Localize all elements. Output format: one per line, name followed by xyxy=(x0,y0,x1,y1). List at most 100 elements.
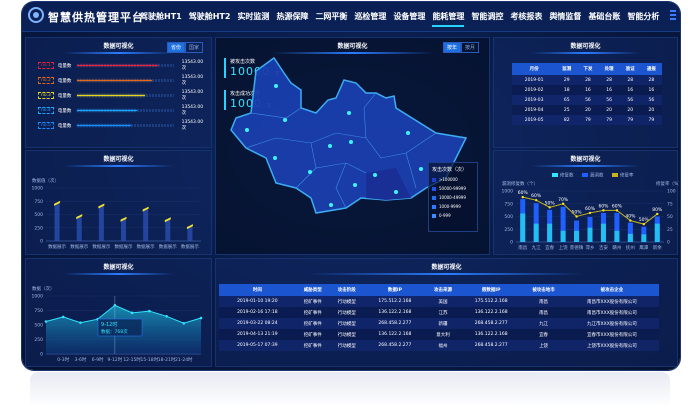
panel-title: 数据可视化 xyxy=(216,262,677,275)
data-point xyxy=(182,321,186,325)
table-cell: 28 xyxy=(619,75,641,85)
x-tick-label: 新余 xyxy=(653,244,662,251)
legend-label: 10000-49999 xyxy=(439,195,466,200)
ranking-panel: 数据可视化 省份 国家 no.1 电量数 13543.00 次 no.2 电量数 1354… xyxy=(25,37,212,148)
x-tick-label: 赣州 xyxy=(612,244,621,251)
bar xyxy=(54,202,60,241)
y-tick-label: 1000 xyxy=(32,294,44,300)
rate-point xyxy=(521,195,524,199)
legend-item: 1000-9999 xyxy=(432,204,474,209)
table-cell: 宜春市XXX股份有限公司 xyxy=(564,329,659,340)
y-tick-label: 500 xyxy=(504,214,513,220)
rank-progress-bar xyxy=(77,109,174,112)
x-tick-label: 上饶 xyxy=(559,244,568,251)
region-map[interactable] xyxy=(216,38,491,256)
table-cell: 上饶市XXX股份有限公司 xyxy=(564,340,659,351)
tab-province[interactable]: 省份 xyxy=(166,42,185,53)
nav-item[interactable]: 巡检管理 xyxy=(354,12,387,21)
attack-table-panel: 数据可视化 时间 威胁类型 攻击阶段 数据IP 攻击来源 假数据IP 被攻击地市 被攻击企业 2… xyxy=(215,258,678,367)
panel-title: 数据可视化 xyxy=(26,262,211,275)
table-header-cell: 下发 xyxy=(577,63,599,75)
table-row[interactable]: 2019-03-22 08:24 挖矿事件 行动模型 268.458.2.277 新疆 2… xyxy=(219,318,659,329)
nav-item[interactable]: 驾驶舱HT1 xyxy=(140,12,182,21)
rank-progress-bar xyxy=(77,124,174,127)
table-header-cell: 攻击阶段 xyxy=(329,284,364,296)
table-row[interactable]: 2019-05 82 79 79 79 79 xyxy=(512,115,662,125)
rank-number: no.3 xyxy=(38,92,54,99)
tab-by-year[interactable]: 按年 xyxy=(442,42,461,53)
x-tick-label: 0-3时 xyxy=(57,356,69,363)
table-cell: 56 xyxy=(577,95,599,105)
rate-point xyxy=(575,215,578,218)
nav-item[interactable]: 舆情监督 xyxy=(549,12,582,21)
nav-item[interactable]: 考核报表 xyxy=(510,12,543,21)
nav-item[interactable]: 设备管理 xyxy=(393,12,426,21)
table-cell: 268.458.2.277 xyxy=(363,318,427,329)
tab-by-month[interactable]: 按月 xyxy=(460,42,479,53)
table-cell: 175.512.2.168 xyxy=(363,296,427,307)
x-tick-label: 6-9时 xyxy=(92,356,104,363)
table-cell: 28 xyxy=(640,75,662,85)
table-cell: 福州 xyxy=(426,340,461,351)
y-axis-label: 漏洞修复数（个） xyxy=(502,180,538,187)
bar xyxy=(187,226,193,241)
table-row[interactable]: 2019-01 29 28 28 28 28 xyxy=(512,75,662,85)
table-cell: 20 xyxy=(619,105,641,115)
table-row[interactable]: 2019-02 18 16 16 16 16 xyxy=(512,85,662,95)
table-row[interactable]: 2019-04-13 21:19 挖矿事件 行动模型 136.122.2.168 意大利… xyxy=(219,329,659,340)
rank-progress-bar xyxy=(77,64,174,67)
combo-chart: 漏洞修复数（个） 0 250 500 750 1000 修复率（%） 0 25 50 75 100 修复… xyxy=(502,172,679,252)
table-cell: 56 xyxy=(598,95,620,105)
y-tick-label-right: 0 xyxy=(667,240,670,246)
nav-item[interactable]: 能耗管理 xyxy=(432,11,465,27)
nav-item[interactable]: 实时监测 xyxy=(237,12,270,21)
legend-label: 修复率 xyxy=(620,172,634,179)
table-cell: 2019-04-13 21:19 xyxy=(219,329,296,340)
data-point xyxy=(44,320,48,323)
top-nav: 驾驶舱HT1 驾驶舱HT2 实时监测 热源保障 二网平衡 巡检管理 设备管理 能耗管理 智能调控… xyxy=(140,11,659,27)
nav-item[interactable]: 热源保障 xyxy=(276,12,309,21)
data-label: 50% xyxy=(639,217,650,223)
panel-title: 数据可视化 xyxy=(26,41,211,54)
table-row[interactable]: 2019-03 65 56 56 56 56 xyxy=(512,95,662,105)
area-line xyxy=(45,304,202,324)
y-tick-label: 750 xyxy=(504,201,513,207)
table-row[interactable]: 2019-02-16 17:18 挖矿事件 行动模型 136.122.2.168 江苏 1… xyxy=(219,307,659,318)
nav-item[interactable]: 二网平衡 xyxy=(315,12,348,21)
nav-item[interactable]: 智能分析 xyxy=(627,12,660,21)
rank-name: 电量数 xyxy=(57,63,72,69)
x-tick-label: 数据展示 xyxy=(48,243,66,250)
table-row[interactable]: 2019-01-10 19:20 挖矿事件 行动模型 175.512.2.168 美国 1… xyxy=(219,296,659,307)
table-cell: 行动模型 xyxy=(329,318,364,329)
data-label: 60% xyxy=(585,206,596,212)
table-header-cell: 时间 xyxy=(219,284,296,296)
tab-country[interactable]: 国家 xyxy=(184,42,203,53)
menu-icon[interactable] xyxy=(670,10,676,22)
rate-point xyxy=(602,209,605,212)
table-row[interactable]: 2019-04 25 20 20 20 20 xyxy=(512,105,662,115)
nav-item[interactable]: 基础台账 xyxy=(588,12,621,21)
panel-title: 数据可视化 xyxy=(26,154,211,167)
rank-number: no.1 xyxy=(38,62,54,69)
table-header-cell: 被攻击企业 xyxy=(564,284,659,296)
rank-value: 13543.00 次 xyxy=(181,105,204,116)
x-tick-label: 15-18时 xyxy=(141,356,159,363)
nav-item[interactable]: 驾驶舱HT2 xyxy=(188,12,231,21)
nav-item[interactable]: 智能调控 xyxy=(471,12,504,21)
ranking-tabs: 省份 国家 xyxy=(166,42,203,53)
data-label: 80% xyxy=(652,207,663,213)
table-cell: 行动模型 xyxy=(329,296,364,307)
table-row[interactable]: 2019-05-17 07:39 挖矿事件 行动模型 268.458.2.277 福州 2… xyxy=(219,340,659,351)
legend-item: 0-999 xyxy=(432,213,474,218)
table-cell: 16 xyxy=(598,85,620,95)
table-cell: 挖矿事件 xyxy=(295,329,330,340)
ranking-row: no.2 电量数 13543.00 次 xyxy=(38,75,208,86)
table-cell: 79 xyxy=(640,115,662,125)
table-header-cell: 处理 xyxy=(598,63,620,75)
legend-label: >100000 xyxy=(439,177,458,182)
bar-cap xyxy=(120,216,127,222)
table-cell: 行动模型 xyxy=(329,340,364,351)
table-cell: 新疆 xyxy=(426,318,461,329)
table-cell: 28 xyxy=(598,75,620,85)
rank-progress-fill xyxy=(77,110,137,111)
